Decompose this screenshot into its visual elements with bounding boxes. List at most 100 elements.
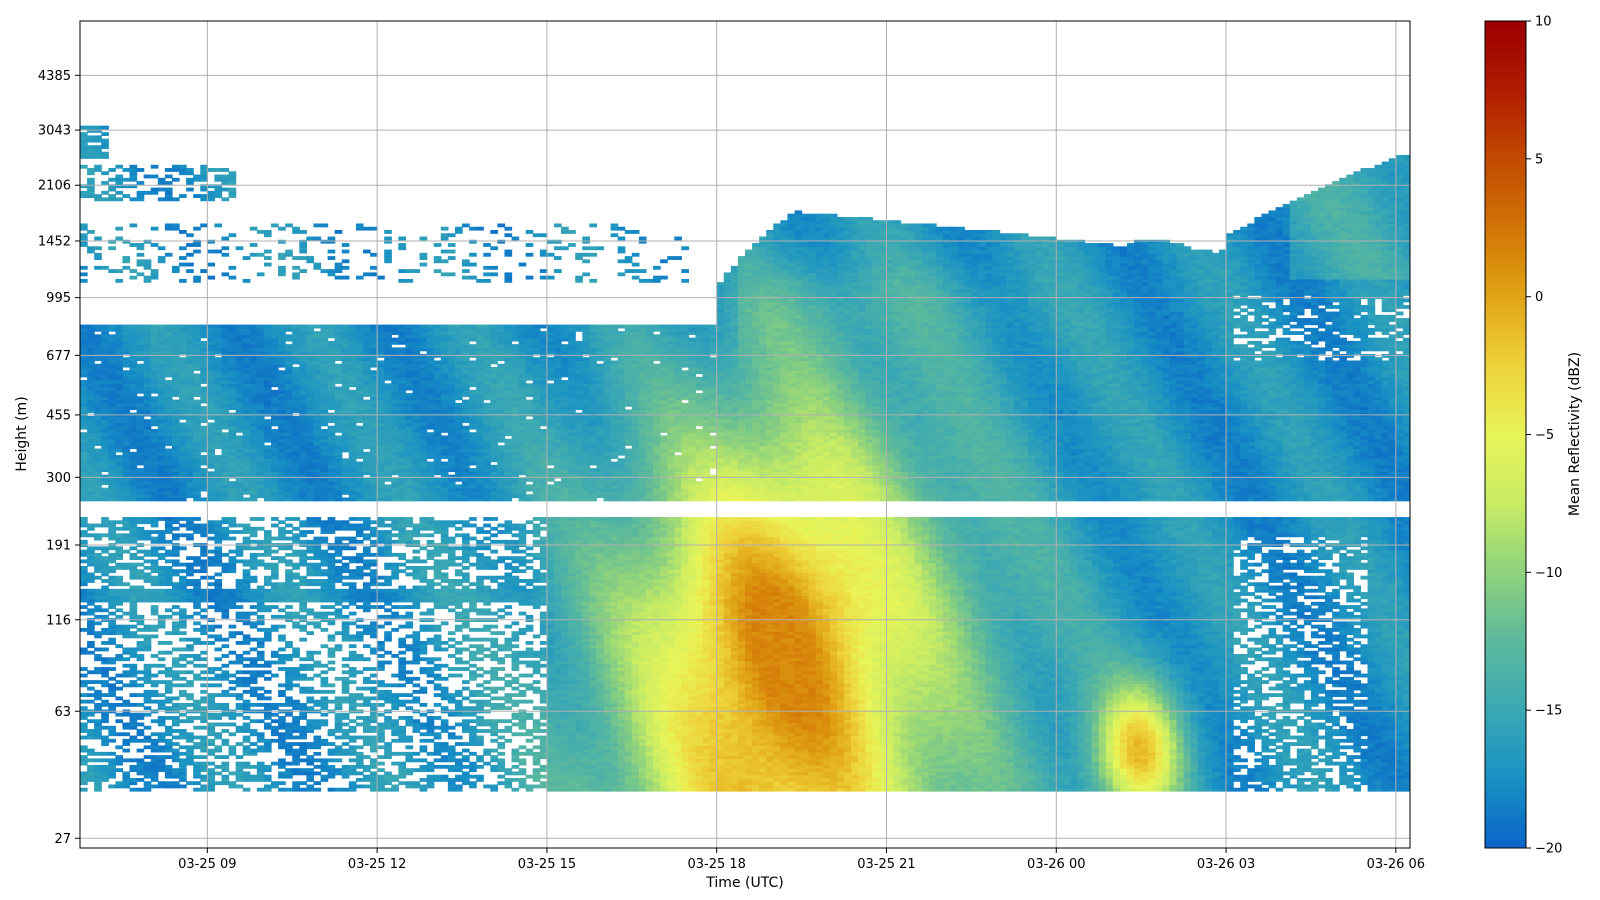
- heatmap-cell: [207, 625, 215, 629]
- heatmap-cell: [179, 752, 187, 756]
- heatmap-cell: [405, 530, 413, 534]
- heatmap-cell: [165, 755, 173, 759]
- heatmap-cell: [130, 197, 138, 201]
- heatmap-cell: [207, 749, 215, 753]
- heatmap-cell: [328, 667, 336, 671]
- heatmap-cell: [101, 628, 109, 632]
- heatmap-cell: [342, 563, 350, 567]
- heatmap-cell: [292, 325, 300, 329]
- heatmap-cell: [363, 227, 371, 231]
- heatmap-cell: [257, 559, 265, 563]
- heatmap-cell: [384, 589, 392, 593]
- heatmap-cell: [186, 563, 194, 567]
- heatmap-cell: [179, 745, 187, 749]
- heatmap-cell: [130, 648, 138, 652]
- heatmap-cell: [356, 605, 364, 609]
- heatmap-cell: [87, 687, 95, 691]
- heatmap-cell: [94, 719, 102, 723]
- heatmap-cell: [80, 700, 88, 704]
- heatmap-cell: [285, 325, 293, 329]
- heatmap-cell: [137, 556, 145, 560]
- heatmap-cell: [391, 719, 399, 723]
- heatmap-cell: [130, 713, 138, 717]
- heatmap-cell: [229, 661, 237, 665]
- heatmap-cell: [299, 240, 307, 244]
- heatmap-cell: [306, 677, 314, 681]
- heatmap-cell: [264, 765, 272, 769]
- heatmap-cell: [405, 700, 413, 704]
- heatmap-cell: [384, 615, 392, 619]
- heatmap-cell: [306, 621, 314, 625]
- heatmap-cell: [179, 654, 187, 658]
- heatmap-cell: [391, 654, 399, 658]
- heatmap-cell: [101, 700, 109, 704]
- heatmap-cell: [80, 605, 88, 609]
- heatmap-cell: [370, 325, 378, 329]
- heatmap-cell: [101, 475, 109, 479]
- heatmap-cell: [115, 755, 123, 759]
- heatmap-cell: [165, 615, 173, 619]
- heatmap-cell: [377, 325, 385, 329]
- heatmap-cell: [137, 259, 145, 263]
- heatmap-cell: [115, 546, 123, 550]
- heatmap-cell: [370, 540, 378, 544]
- heatmap-cell: [200, 755, 208, 759]
- heatmap-cell: [115, 227, 123, 231]
- heatmap-cell: [108, 657, 116, 661]
- heatmap-cell: [349, 736, 357, 740]
- heatmap-cell: [221, 739, 229, 743]
- heatmap-cell: [243, 256, 251, 260]
- heatmap-cell: [292, 572, 300, 576]
- heatmap-cell: [271, 762, 279, 766]
- heatmap-cell: [377, 605, 385, 609]
- heatmap-cell: [278, 771, 286, 775]
- heatmap-cell: [313, 325, 321, 329]
- heatmap-cell: [250, 638, 258, 642]
- heatmap-cell: [349, 745, 357, 749]
- heatmap-cell: [179, 256, 187, 260]
- heatmap-cell: [363, 272, 371, 276]
- heatmap-cell: [221, 517, 229, 521]
- heatmap-cell: [243, 279, 251, 283]
- heatmap-cell: [243, 677, 251, 681]
- heatmap-cell: [193, 517, 201, 521]
- heatmap-cell: [257, 586, 265, 590]
- heatmap-cell: [363, 533, 371, 537]
- heatmap-cell: [158, 700, 166, 704]
- heatmap-cell: [257, 230, 265, 234]
- heatmap-cell: [179, 576, 187, 580]
- heatmap-cell: [108, 785, 116, 789]
- heatmap-cell: [349, 765, 357, 769]
- heatmap-cell: [108, 325, 116, 329]
- heatmap-cell: [285, 537, 293, 541]
- heatmap-cell: [214, 634, 222, 638]
- heatmap-cell: [130, 546, 138, 550]
- heatmap-cell: [94, 752, 102, 756]
- heatmap-cell: [221, 664, 229, 668]
- heatmap-cell: [122, 370, 130, 374]
- heatmap-cell: [363, 582, 371, 586]
- heatmap-cell: [151, 589, 159, 593]
- heatmap-cell: [257, 517, 265, 521]
- heatmap-cell: [370, 266, 378, 270]
- heatmap-cell: [405, 621, 413, 625]
- heatmap-cell: [349, 546, 357, 550]
- heatmap-cell: [299, 703, 307, 707]
- heatmap-cell: [151, 537, 159, 541]
- heatmap-cell: [370, 771, 378, 775]
- heatmap-cell: [137, 713, 145, 717]
- heatmap-cell: [370, 253, 378, 257]
- heatmap-cell: [264, 445, 272, 449]
- heatmap-cell: [405, 716, 413, 720]
- heatmap-cell: [363, 775, 371, 779]
- heatmap-cell: [321, 579, 329, 583]
- heatmap-cell: [236, 742, 244, 746]
- heatmap-cell: [229, 723, 237, 727]
- heatmap-cell: [271, 563, 279, 567]
- heatmap-cell: [292, 266, 300, 270]
- heatmap-cell: [243, 690, 251, 694]
- heatmap-cell: [108, 334, 116, 338]
- heatmap-cell: [229, 530, 237, 534]
- heatmap-cell: [370, 605, 378, 609]
- heatmap-cell: [356, 223, 364, 227]
